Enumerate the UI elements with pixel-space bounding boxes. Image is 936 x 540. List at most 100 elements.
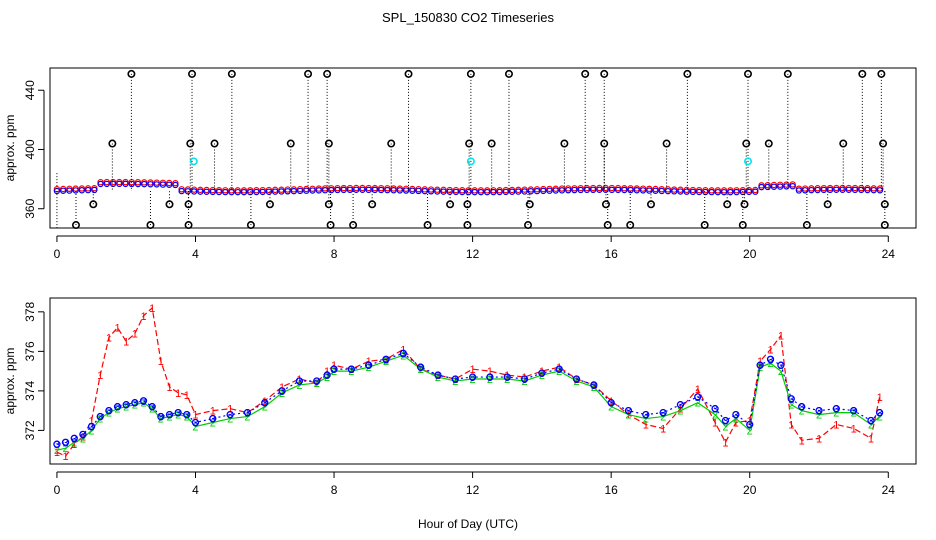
point-spike-highs bbox=[323, 69, 332, 78]
point-spike-highs bbox=[783, 69, 792, 78]
point-spike-floor bbox=[880, 221, 889, 230]
label-series-1: 1 bbox=[54, 447, 60, 459]
baseline-point-blue bbox=[365, 186, 372, 194]
label-series-2: 2 bbox=[643, 414, 649, 426]
baseline-point-blue bbox=[789, 183, 796, 190]
label-series-1: 1 bbox=[539, 366, 545, 378]
baseline-point-blue bbox=[596, 186, 603, 193]
label-series-1: 1 bbox=[660, 423, 666, 435]
point-series-3 bbox=[79, 430, 87, 439]
label-series-1: 1 bbox=[833, 419, 839, 431]
label-series-1: 1 bbox=[244, 408, 250, 420]
point-spike-highs bbox=[504, 69, 513, 78]
point-series-3 bbox=[867, 416, 875, 425]
point-series-3 bbox=[875, 408, 884, 417]
baseline-point-blue bbox=[733, 188, 740, 196]
label-series-1: 1 bbox=[470, 364, 476, 376]
x-axis: 0 4 8 12 16 20 24 bbox=[54, 235, 896, 261]
label-series-3: 3 bbox=[643, 410, 649, 422]
point-series-3 bbox=[572, 375, 581, 383]
x-axis-label: Hour of Day (UTC) bbox=[418, 517, 518, 531]
point-spike-mids bbox=[286, 139, 295, 148]
label-series-3: 3 bbox=[97, 412, 103, 424]
baseline-point-blue bbox=[602, 186, 609, 193]
label-series-3: 3 bbox=[833, 404, 839, 416]
label-series-3: 3 bbox=[625, 406, 631, 418]
baseline-point-blue bbox=[72, 187, 79, 194]
label-series-3: 3 bbox=[279, 386, 285, 398]
baseline-point-blue bbox=[203, 188, 210, 195]
point-spike-mids bbox=[324, 139, 333, 148]
baseline-point-blue bbox=[777, 183, 784, 190]
baseline-point-blue bbox=[483, 188, 491, 196]
x-tick-label: 24 bbox=[882, 247, 896, 261]
baseline-point-blue bbox=[296, 187, 304, 195]
label-series-3: 3 bbox=[158, 412, 164, 424]
x-tick-label: 0 bbox=[54, 483, 61, 497]
label-series-3: 3 bbox=[63, 437, 69, 449]
baseline-point-blue bbox=[346, 186, 354, 194]
baseline-point-blue bbox=[172, 181, 179, 189]
point-spike-mids bbox=[742, 139, 751, 148]
baseline-point-blue bbox=[533, 187, 541, 195]
label-series-3: 3 bbox=[366, 360, 372, 372]
point-series-3 bbox=[503, 373, 511, 381]
baseline-point-blue bbox=[353, 186, 360, 193]
baseline-point-blue bbox=[234, 188, 241, 196]
label-series-3: 3 bbox=[262, 398, 268, 410]
baseline-point-blue bbox=[851, 186, 859, 194]
label-series-1: 1 bbox=[262, 396, 268, 408]
label-series-3: 3 bbox=[71, 433, 77, 445]
baseline-point-blue bbox=[820, 186, 828, 194]
label-series-3: 3 bbox=[868, 416, 874, 428]
series-reference bbox=[189, 157, 752, 166]
point-series-3 bbox=[486, 373, 494, 381]
point-spike-lows bbox=[184, 200, 193, 209]
plot-frame bbox=[49, 297, 917, 465]
baseline-point-blue bbox=[683, 188, 690, 195]
label-series-2: 2 bbox=[227, 414, 233, 426]
point-spike-highs bbox=[127, 69, 136, 78]
label-series-1: 1 bbox=[210, 406, 216, 418]
point-spike-highs bbox=[304, 69, 313, 78]
label-series-2: 2 bbox=[722, 421, 728, 433]
point-series-3 bbox=[815, 406, 823, 415]
baseline-point-blue bbox=[490, 188, 497, 196]
x-tick-label: 20 bbox=[743, 247, 757, 261]
point-series-3 bbox=[70, 434, 78, 442]
baseline-point-blue bbox=[240, 188, 248, 196]
point-spike-highs bbox=[227, 69, 236, 78]
baseline-point-blue bbox=[752, 188, 759, 195]
point-series-3 bbox=[659, 408, 667, 417]
label-series-1: 1 bbox=[733, 418, 739, 430]
point-spike-mids bbox=[879, 139, 888, 148]
baseline-point-blue bbox=[708, 188, 715, 196]
point-spike-lows bbox=[368, 200, 377, 209]
point-spike-mids bbox=[764, 139, 773, 148]
baseline-point-blue bbox=[334, 186, 341, 194]
point-series-3 bbox=[131, 399, 139, 407]
point-series-3 bbox=[832, 405, 840, 413]
label-series-3: 3 bbox=[539, 368, 545, 380]
label-series-3: 3 bbox=[591, 380, 597, 392]
baseline-point-blue bbox=[515, 188, 522, 195]
point-series-3 bbox=[721, 416, 730, 425]
point-spike-lows bbox=[89, 200, 98, 209]
line-series-3 bbox=[56, 352, 881, 445]
label-series-3: 3 bbox=[677, 400, 683, 412]
baseline-point-blue bbox=[633, 187, 641, 194]
point-reference bbox=[189, 157, 198, 166]
point-series-3 bbox=[96, 412, 104, 421]
label-series-2: 2 bbox=[54, 445, 60, 457]
baseline-point-blue bbox=[59, 187, 67, 194]
label-series-1: 1 bbox=[123, 336, 129, 348]
series-spike-floor bbox=[71, 190, 889, 230]
label-series-3: 3 bbox=[435, 370, 441, 382]
point-series-3 bbox=[694, 393, 702, 401]
label-series-2: 2 bbox=[63, 443, 69, 455]
baseline-point-blue bbox=[808, 186, 815, 194]
baseline-point-blue bbox=[84, 186, 92, 194]
label-series-3: 3 bbox=[132, 398, 138, 410]
